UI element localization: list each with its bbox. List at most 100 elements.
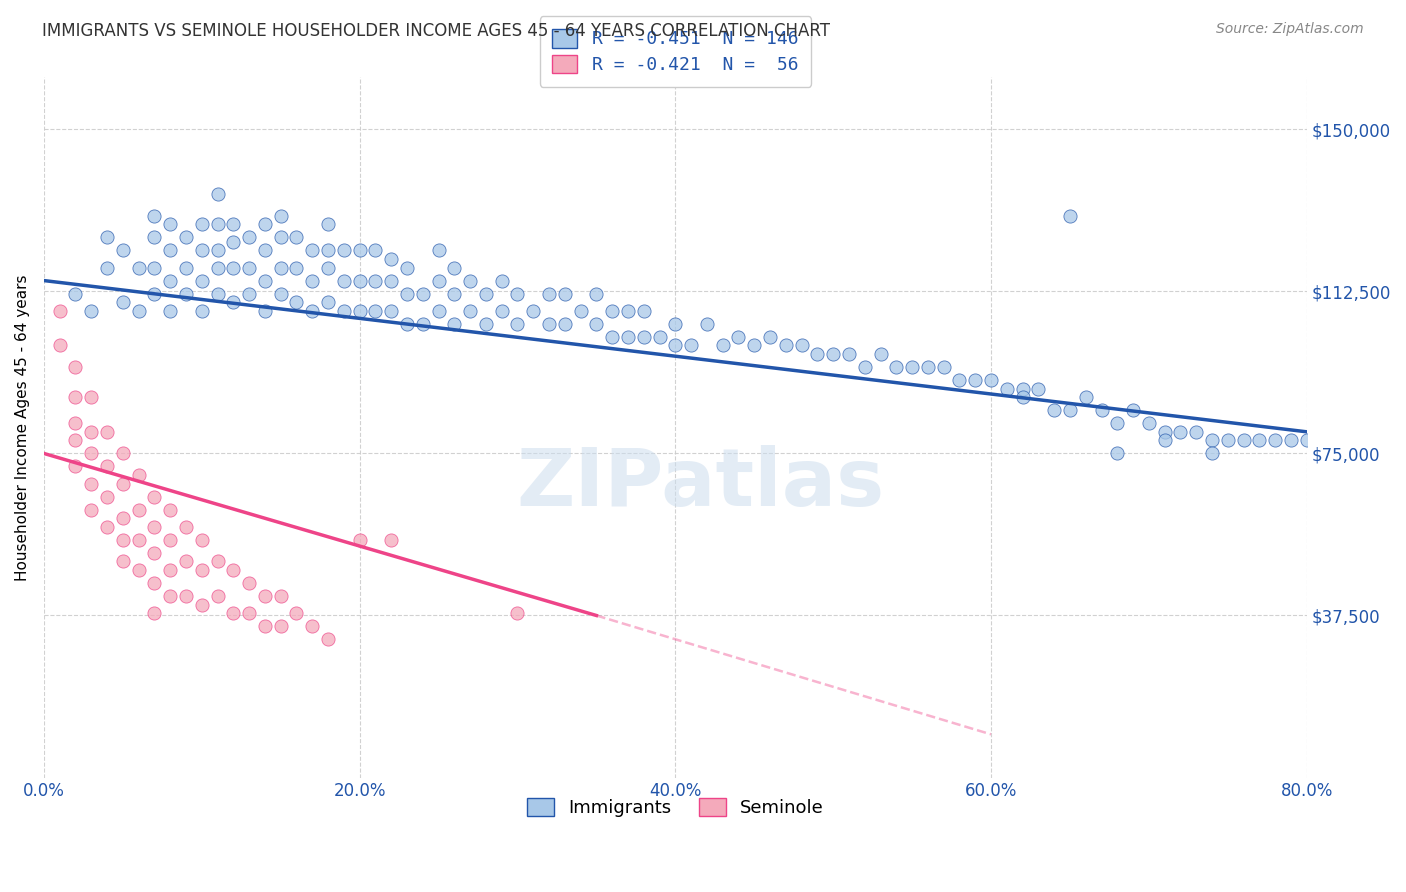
Point (901, 359, 924, 374)
Point (96, 425, 118, 439)
Point (128, 533, 150, 547)
Point (222, 563, 245, 577)
Point (190, 244, 212, 258)
Point (1153, 434, 1175, 448)
Point (380, 252, 402, 266)
Point (316, 244, 339, 258)
Point (207, 218, 229, 232)
Point (316, 632, 339, 647)
Point (364, 303, 387, 318)
Point (111, 554, 134, 568)
Point (664, 317, 686, 331)
Text: Source: ZipAtlas.com: Source: ZipAtlas.com (1216, 22, 1364, 37)
Point (1107, 416, 1129, 430)
Y-axis label: Householder Income Ages 45 - 64 years: Householder Income Ages 45 - 64 years (15, 274, 30, 581)
Point (80, 425, 103, 439)
Point (285, 295, 308, 310)
Point (80, 390, 103, 404)
Point (585, 286, 607, 301)
Point (349, 303, 371, 318)
Point (207, 187, 229, 202)
Point (253, 274, 276, 288)
Point (190, 218, 212, 232)
Point (159, 502, 181, 516)
Point (537, 317, 560, 331)
Point (333, 274, 356, 288)
Point (270, 589, 292, 603)
Point (364, 244, 387, 258)
Point (395, 317, 418, 331)
Point (143, 209, 166, 223)
Point (143, 230, 166, 244)
Point (285, 260, 308, 275)
Point (380, 533, 402, 547)
Point (96, 260, 118, 275)
Point (1137, 416, 1160, 430)
Point (159, 589, 181, 603)
Point (159, 303, 181, 318)
Point (395, 260, 418, 275)
Point (569, 303, 592, 318)
Point (1216, 434, 1239, 448)
Point (190, 303, 212, 318)
Point (190, 563, 212, 577)
Point (1249, 434, 1271, 448)
Point (253, 303, 276, 318)
Point (238, 576, 260, 591)
Point (159, 563, 181, 577)
Point (159, 218, 181, 232)
Point (111, 446, 134, 460)
Point (174, 230, 197, 244)
Point (270, 260, 292, 275)
Point (412, 286, 434, 301)
Point (585, 317, 607, 331)
Point (506, 286, 529, 301)
Point (380, 303, 402, 318)
Point (995, 382, 1018, 396)
Point (111, 244, 134, 258)
Point (174, 286, 197, 301)
Point (128, 303, 150, 318)
Point (159, 274, 181, 288)
Point (301, 303, 323, 318)
Point (207, 260, 229, 275)
Point (128, 563, 150, 577)
Point (1264, 434, 1286, 448)
Point (285, 607, 308, 621)
Point (301, 619, 323, 633)
Point (932, 359, 955, 374)
Point (96, 520, 118, 534)
Point (159, 244, 181, 258)
Point (80, 502, 103, 516)
Point (65, 434, 87, 448)
Point (238, 230, 260, 244)
Point (759, 330, 782, 344)
Point (427, 244, 450, 258)
Point (458, 274, 481, 288)
Point (1170, 425, 1192, 439)
Point (1011, 390, 1033, 404)
Point (1107, 446, 1129, 460)
Point (128, 260, 150, 275)
Point (301, 244, 323, 258)
Point (143, 576, 166, 591)
Point (253, 244, 276, 258)
Point (1043, 403, 1066, 417)
Point (270, 230, 292, 244)
Point (443, 260, 465, 275)
Point (633, 303, 655, 318)
Point (222, 235, 245, 249)
Point (207, 286, 229, 301)
Point (143, 546, 166, 560)
Point (522, 303, 544, 318)
Point (301, 274, 323, 288)
Point (458, 303, 481, 318)
Point (207, 244, 229, 258)
Point (128, 468, 150, 483)
Point (111, 511, 134, 525)
Point (207, 589, 229, 603)
Point (65, 286, 87, 301)
Point (111, 476, 134, 491)
Point (1279, 434, 1302, 448)
Point (65, 390, 87, 404)
